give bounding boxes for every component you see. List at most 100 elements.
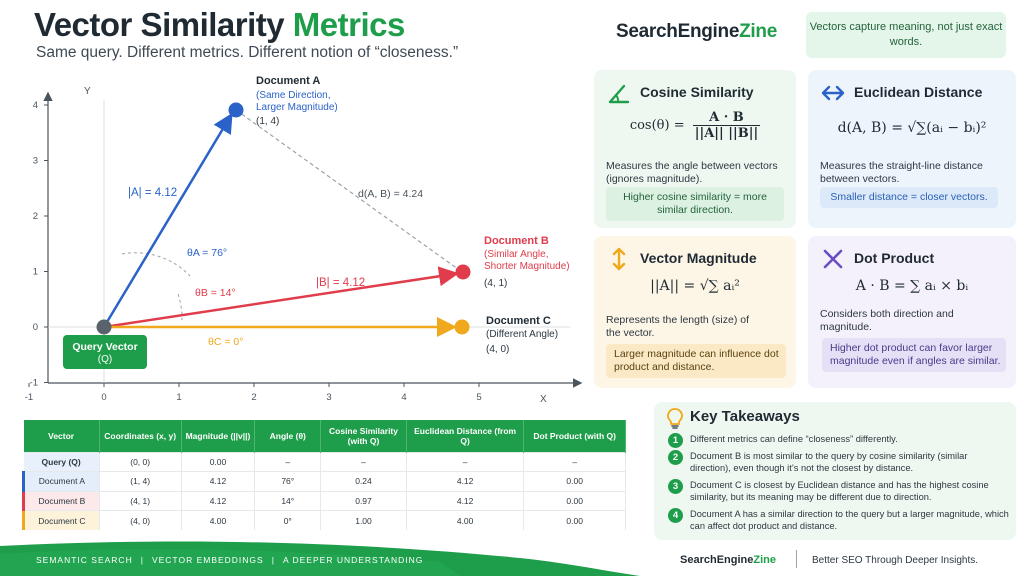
footer-brand-logo: SearchEngineZine [680,554,776,566]
card-note: Higher cosine similarity = more similar … [606,187,784,221]
query-label-title: Query Vector [72,341,137,353]
takeaway-number: 4 [668,508,683,523]
table-cell: Query (Q) [23,451,100,472]
key-takeaways-panel [654,402,1016,540]
vector-diagram: Y X -1 0 1 2 3 4 5 -1 0 1 2 3 4 d(A, B) = 4.24 |A| … [25,75,583,405]
card-description: Measures the straight-line distance betw… [820,160,983,185]
table-cell: – [254,451,322,472]
cross-icon [823,249,843,269]
table-cell: 4.00 [406,510,525,530]
table-cell: 4.12 [406,490,525,511]
footer-brand-b: Zine [753,554,776,566]
title-main: Vector Similarity [34,6,285,43]
table-header-cell: Angle (θ) [254,420,322,452]
table-cell: Document A [22,471,100,491]
query-label-box [63,335,147,369]
doc-b-point [455,264,471,280]
formula-lhs: cos(θ) = [629,118,685,133]
magnitude-a-label: |A| = 4.12 [128,187,177,199]
card-vector-magnitude: Vector Magnitude ||A|| = √∑ aᵢ² Represen… [594,236,796,388]
doc-b-desc-2: Shorter Magnitude) [484,261,570,272]
takeaway-text: Document B is most similar to the query … [690,451,968,473]
card-cosine-similarity: Cosine Similarity cos(θ) = A · B ||A|| |… [594,70,796,228]
vector-a-arrow [102,112,233,328]
query-point [96,319,112,335]
vector-b-arrow [103,266,459,329]
card-title: Euclidean Distance [854,84,983,100]
x-tick-label: 5 [476,392,481,403]
table-cell: – [320,451,407,472]
doc-a-coords: (1, 4) [256,116,279,127]
card-euclidean-distance: Euclidean Distance d(A, B) = √∑(aᵢ − bᵢ)… [808,70,1016,228]
table-row: Document C (4, 0) 4.00 0° 1.00 4.00 0.00 [22,510,626,530]
table-cell: – [406,451,525,472]
table-cell: 0° [254,510,322,530]
takeaway-number: 3 [668,479,683,494]
page-title: Vector Similarity Metrics [34,6,405,44]
query-label-sub: (Q) [98,354,112,365]
double-arrow-icon [821,85,845,101]
table-cell: 0.97 [320,490,407,511]
card-note: Larger magnitude can influence dot produ… [606,344,786,378]
takeaway-text: Document A has a similar direction to th… [690,509,1009,531]
table-header-cell: Magnitude (||v||) [181,420,256,452]
table-cell: 0.24 [320,471,407,491]
formula-denominator: ||A|| ||B|| [694,126,759,141]
footer-brand-a: SearchEngine [680,554,754,566]
table-cell: (4, 0) [99,510,182,530]
table-header-cell: Vector [23,420,100,452]
footer-topics: SEMANTIC SEARCH | VECTOR EMBEDDINGS | A DEEP… [36,555,423,565]
angle-b-label: θB = 14° [195,287,236,299]
table-cell: 0.00 [181,451,256,472]
doc-b-coords: (4, 1) [484,278,507,289]
footer-divider [796,550,797,568]
vertical-arrow-icon [612,247,626,271]
x-tick-label: 1 [176,392,181,403]
takeaway-text: Different metrics can define “closeness”… [690,434,898,444]
x-tick-label: -1 [25,392,33,403]
cosine-formula: cos(θ) = A · B ||A|| ||B|| [594,110,796,141]
table-cell: (4, 1) [99,490,182,511]
footer-tagline: Better SEO Through Deeper Insights. [812,555,979,566]
card-description: Considers both direction and magnitude. [820,308,954,333]
table-cell: 4.12 [181,490,256,511]
card-description: Represents the length (size) of the vect… [606,314,749,339]
table-cell: (1, 4) [99,471,182,491]
table-cell: 0.00 [523,490,626,511]
dot-formula: A · B = ∑ aᵢ × bᵢ [855,278,969,294]
table-cell: 0.00 [523,471,626,491]
doc-c-coords: (4, 0) [486,344,509,355]
table-cell: 14° [254,490,322,511]
takeaway-number: 1 [668,433,683,448]
doc-a-title: Document A [256,75,320,87]
table-cell: Document B [22,490,100,511]
angle-arc-a [121,252,191,277]
brand-name-b: Zine [739,21,777,42]
y-tick-label: 0 [33,322,38,333]
y-tick-label: 2 [33,211,38,222]
page-subtitle: Same query. Different metrics. Different… [36,44,459,61]
table-header-cell: Cosine Similarity (with Q) [320,420,407,452]
card-note: Smaller distance = closer vectors. [820,187,998,208]
footer-band [0,541,640,576]
angle-icon [608,84,630,104]
table-header-row: Vector Coordinates (x, y) Magnitude (||v… [23,420,626,452]
footer-topic: VECTOR EMBEDDINGS [151,555,264,565]
angle-a-label: θA = 76° [187,247,227,259]
table-cell: 4.12 [181,471,256,491]
angle-c-label: θC = 0° [208,336,243,348]
table-header-cell: Coordinates (x, y) [99,420,182,452]
table-cell: (0, 0) [99,451,182,472]
doc-c-desc-1: (Different Angle) [486,329,558,340]
table-cell: 4.00 [181,510,256,530]
doc-c-title: Document C [486,315,551,327]
brand-logo: SearchEngineZine [616,21,777,43]
title-accent: Metrics [292,6,406,43]
table-row: Document B (4, 1) 4.12 14° 0.97 4.12 0.0… [22,490,626,511]
table-cell: 0.00 [523,510,626,530]
y-tick-label: -1 [30,378,38,389]
x-tick-label: 3 [326,392,331,403]
x-tick-label: 4 [401,392,406,403]
table-cell: 76° [254,471,322,491]
lightbulb-icon [667,408,683,429]
